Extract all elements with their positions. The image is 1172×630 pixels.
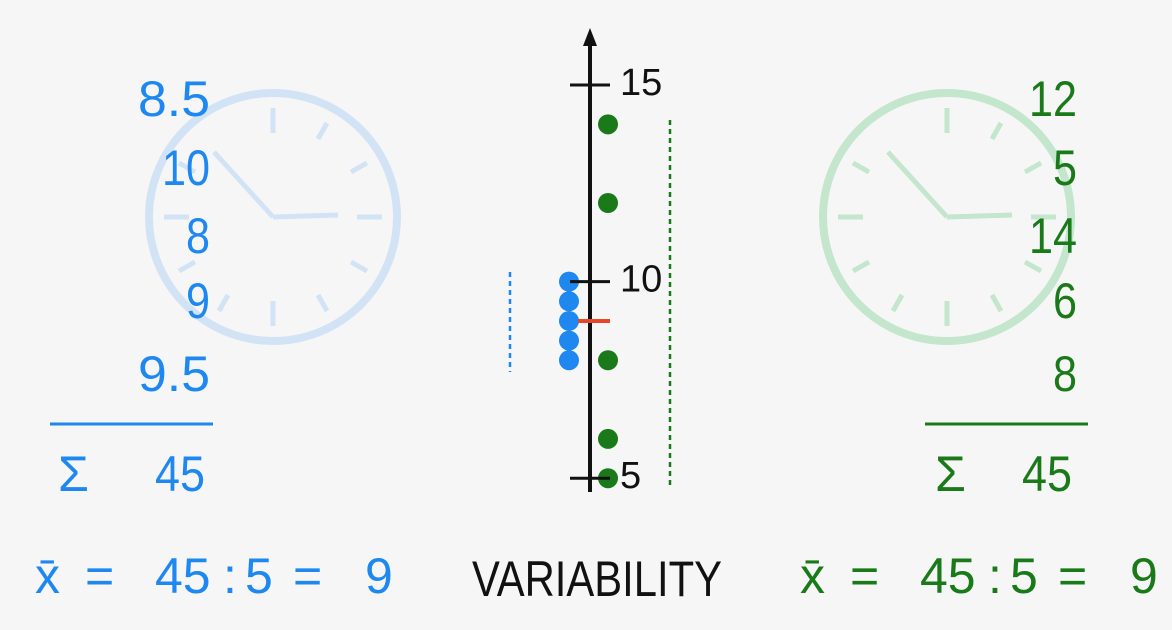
formula-mean-symbol: x̄ <box>800 548 825 604</box>
formula-n: 5 <box>1010 548 1038 604</box>
sum-symbol: Σ <box>58 446 89 502</box>
data-dot <box>598 428 618 449</box>
formula-n: 5 <box>245 548 273 604</box>
left-clock <box>145 89 401 345</box>
formula-mean-symbol: x̄ <box>35 548 60 604</box>
value: 8 <box>186 208 210 264</box>
formula-equals: = <box>293 548 322 604</box>
value: 5 <box>1053 140 1077 196</box>
value: 8 <box>1053 346 1077 402</box>
sum: 45 <box>1022 446 1072 502</box>
value: 12 <box>1029 71 1077 127</box>
value: 14 <box>1029 208 1077 264</box>
formula-divide: : <box>223 548 237 604</box>
formula-mean: 9 <box>365 548 393 604</box>
data-dot <box>598 192 618 213</box>
tick-label: 10 <box>620 259 662 301</box>
formula-sum: 45 <box>920 548 976 604</box>
formula-equals: = <box>85 548 114 604</box>
left-column: 8.5 10 8 9 9.5 Σ 45 x̄ = 45:5 = 9 <box>35 71 610 604</box>
tick-label: 15 <box>620 62 662 104</box>
data-dot <box>559 330 579 351</box>
value: 10 <box>162 140 210 196</box>
data-dot <box>559 350 579 371</box>
value: 8.5 <box>138 71 210 127</box>
data-dot <box>559 291 579 312</box>
sum: 45 <box>155 446 205 502</box>
formula-sum: 45 <box>155 548 211 604</box>
value: 6 <box>1053 273 1077 329</box>
data-dot <box>559 310 579 331</box>
axis-arrow <box>583 28 597 46</box>
data-dot <box>598 350 618 371</box>
title: VARIABILITY <box>472 551 722 607</box>
formula-equals: = <box>1058 548 1087 604</box>
right-clock <box>819 89 1075 345</box>
sum-symbol: Σ <box>935 446 966 502</box>
formula-mean: 9 <box>1130 548 1158 604</box>
tick-label: 5 <box>620 455 641 497</box>
formula-equals: = <box>850 548 879 604</box>
value: 9 <box>186 273 210 329</box>
data-dot <box>598 114 618 135</box>
formula-divide: : <box>988 548 1002 604</box>
data-dot <box>559 271 579 292</box>
value: 9.5 <box>138 346 210 402</box>
